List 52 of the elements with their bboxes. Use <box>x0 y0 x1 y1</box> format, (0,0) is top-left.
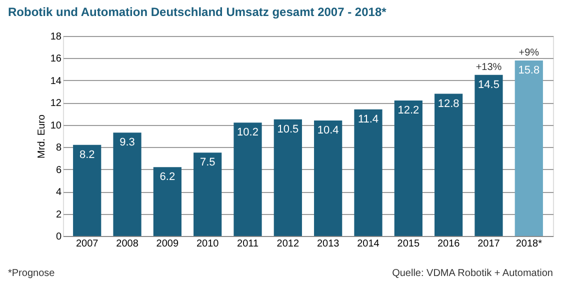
x-tick-label: 2014 <box>357 238 380 250</box>
x-tick-label: 2013 <box>316 238 340 250</box>
x-tick-label: 2015 <box>397 238 420 250</box>
y-tick-label: 4 <box>56 187 62 198</box>
data-label: 12.8 <box>438 98 460 110</box>
y-tick-label: 2 <box>56 209 62 220</box>
bar <box>194 152 222 236</box>
data-label: 10.2 <box>237 126 258 139</box>
y-tick-label: 12 <box>50 98 62 110</box>
data-label: 15.8 <box>518 64 540 76</box>
x-tick-label: 2017 <box>478 238 500 250</box>
x-tick-label: 2010 <box>196 238 220 250</box>
annotation: +13% <box>476 62 502 73</box>
x-tick-label: 2007 <box>76 238 99 250</box>
data-label: 12.2 <box>398 104 420 116</box>
bar <box>73 144 102 236</box>
data-label: 8.2 <box>79 148 95 161</box>
bar <box>394 100 422 236</box>
bar <box>434 94 463 236</box>
y-tick-label: 10 <box>50 120 62 132</box>
y-tick-label: 18 <box>50 32 62 42</box>
data-label: 11.4 <box>358 113 379 126</box>
x-tick-label: 2011 <box>236 238 259 250</box>
x-tick-label: 2008 <box>116 238 139 250</box>
bar <box>514 60 543 236</box>
data-label: 10.5 <box>277 123 299 136</box>
y-tick-label: 16 <box>50 54 62 65</box>
chart-title: Robotik und Automation Deutschland Umsatz gesamt 2007 - 2018* <box>8 5 387 19</box>
data-label: 10.4 <box>317 124 339 136</box>
y-tick-label: 14 <box>50 76 62 87</box>
data-label: 7.5 <box>200 156 216 169</box>
bar <box>153 167 182 236</box>
bar <box>314 120 342 236</box>
text: *Prognose <box>8 268 56 279</box>
x-tick-label: 2012 <box>276 238 300 250</box>
data-label: 6.2 <box>160 171 176 184</box>
x-tick-label: 2009 <box>156 238 179 250</box>
x-tick-label: 2016 <box>437 238 460 250</box>
x-tick-label: 2018* <box>516 238 542 250</box>
bar <box>274 119 302 236</box>
source-note: Quelle: VDMA Robotik + Automation <box>392 268 553 279</box>
bar <box>354 109 382 236</box>
y-tick-label: 0 <box>56 232 62 242</box>
y-axis-title: Mrd. Euro <box>36 114 48 158</box>
annotation: +9% <box>518 47 540 58</box>
data-label: 14.5 <box>478 78 500 91</box>
y-tick-label: 6 <box>56 164 62 176</box>
bar <box>113 132 142 236</box>
y-tick-label: 8 <box>56 142 62 154</box>
bar <box>234 122 262 236</box>
bar <box>474 74 503 236</box>
data-label: 9.3 <box>120 136 135 149</box>
